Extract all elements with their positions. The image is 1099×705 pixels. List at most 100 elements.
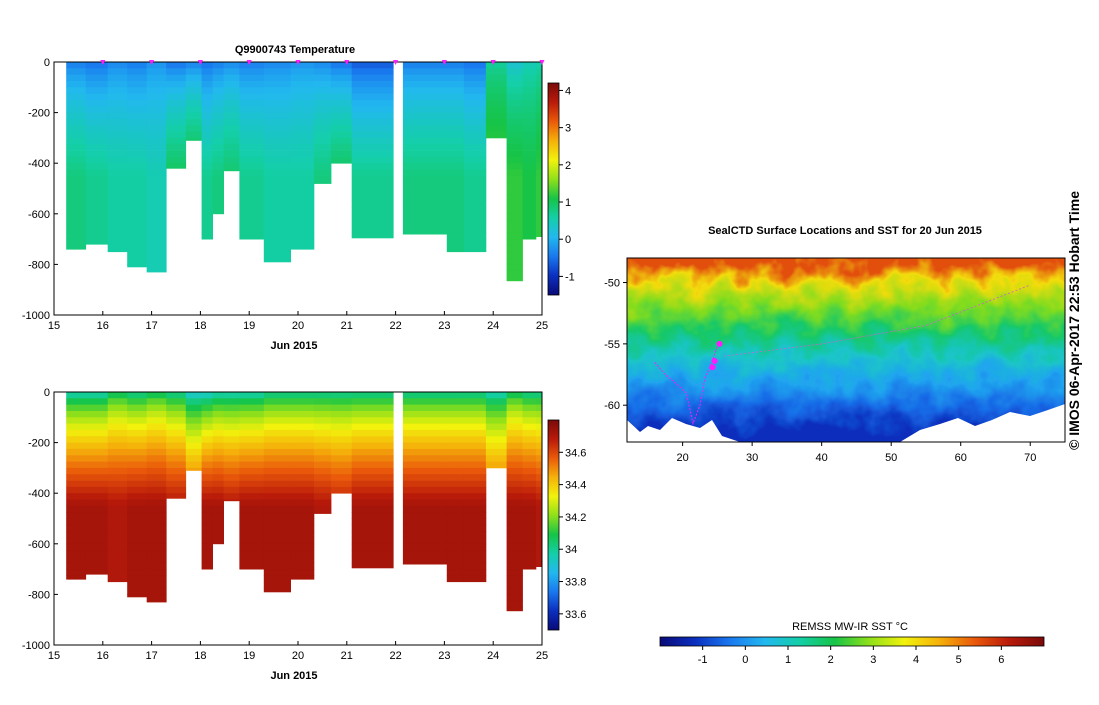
section-cell	[127, 569, 148, 576]
section-cell	[223, 125, 240, 132]
section-cell	[506, 68, 523, 75]
salinity-section-cells	[66, 392, 542, 612]
section-cell	[239, 455, 265, 462]
section-cell	[212, 182, 224, 189]
section-cell	[201, 163, 213, 170]
section-cell	[146, 569, 167, 576]
section-cell	[127, 423, 148, 431]
section-cell	[463, 220, 487, 227]
section-cell	[201, 493, 213, 500]
section-cell	[146, 442, 167, 450]
section-cell	[127, 524, 148, 532]
section-cell	[201, 486, 213, 494]
section-cell	[201, 448, 213, 456]
section-cell	[522, 226, 537, 234]
section-cell	[330, 131, 352, 139]
section-cell	[66, 226, 87, 234]
section-cell	[463, 392, 487, 399]
section-cell	[201, 423, 213, 431]
section-cell	[201, 505, 213, 513]
temperature-colorbar-ticks: 4 3 2 1 0 -1	[559, 85, 575, 283]
section-cell	[522, 524, 537, 532]
section-cell	[522, 106, 537, 113]
section-cell	[66, 442, 87, 450]
section-cell	[535, 106, 542, 113]
section-cell	[402, 175, 448, 183]
section-cell	[201, 87, 213, 94]
section-cell	[506, 436, 523, 443]
section-cell	[107, 112, 128, 120]
section-cell	[535, 392, 542, 399]
section-cell	[485, 93, 507, 101]
section-cell	[506, 87, 523, 94]
section-cell	[402, 543, 448, 551]
section-cell	[212, 531, 224, 538]
section-cell	[351, 486, 394, 494]
section-cell	[223, 118, 240, 126]
section-cell	[107, 474, 128, 481]
section-cell	[223, 423, 240, 431]
section-cell	[290, 543, 315, 551]
section-cell	[166, 131, 187, 139]
section-cell	[290, 81, 315, 88]
section-cell	[66, 562, 87, 570]
section-cell	[290, 480, 315, 488]
section-cell	[402, 537, 448, 545]
section-cell	[185, 137, 203, 141]
section-cell	[351, 112, 394, 120]
section-cell	[290, 398, 315, 405]
section-cell	[127, 398, 148, 405]
section-cell	[66, 245, 87, 250]
section-cell	[212, 144, 224, 151]
section-cell	[146, 93, 167, 101]
section-cell	[263, 417, 291, 424]
section-cell	[107, 505, 128, 513]
section-cell	[263, 423, 291, 431]
section-cell	[166, 480, 187, 488]
section-cell	[485, 417, 507, 424]
temperature-y-tick-label: -1000	[22, 310, 50, 322]
section-cell	[290, 486, 315, 494]
section-cell	[313, 68, 332, 75]
section-cell	[223, 442, 240, 450]
section-cell	[107, 467, 128, 475]
section-cell	[212, 448, 224, 456]
section-cell	[107, 417, 128, 424]
section-cell	[263, 442, 291, 450]
section-cell	[535, 74, 542, 82]
section-cell	[446, 518, 465, 526]
section-cell	[446, 144, 465, 151]
section-cell	[212, 524, 224, 532]
section-cell	[351, 499, 394, 507]
section-cell	[506, 239, 523, 246]
section-cell	[485, 411, 507, 418]
section-cell	[185, 411, 203, 418]
section-cell	[522, 220, 537, 227]
section-cell	[146, 137, 167, 145]
section-cell	[107, 81, 128, 88]
section-cell	[107, 239, 128, 246]
section-cell	[535, 169, 542, 177]
section-cell	[485, 118, 507, 126]
section-cell	[201, 467, 213, 475]
section-cell	[463, 118, 487, 126]
section-cell	[402, 213, 448, 221]
section-cell	[313, 404, 332, 412]
section-cell	[166, 442, 187, 450]
section-cell	[146, 201, 167, 208]
temperature-y-tick-label: -200	[28, 108, 50, 120]
section-cell	[146, 68, 167, 75]
section-cell	[239, 144, 265, 151]
section-cell	[107, 455, 128, 462]
section-cell	[223, 417, 240, 424]
section-cell	[146, 251, 167, 259]
section-cell	[351, 87, 394, 94]
section-cell	[446, 175, 465, 183]
section-cell	[506, 499, 523, 507]
section-cell	[313, 512, 332, 514]
section-cell	[290, 194, 315, 202]
section-cell	[351, 518, 394, 526]
section-cell	[522, 169, 537, 177]
section-cell	[263, 518, 291, 526]
section-cell	[66, 543, 87, 551]
